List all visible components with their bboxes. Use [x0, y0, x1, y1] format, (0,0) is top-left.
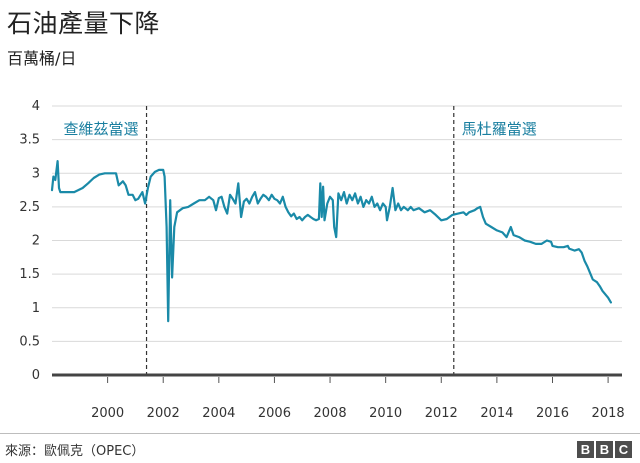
y-tick-label: 2: [32, 234, 40, 249]
footer-divider: [0, 433, 640, 434]
x-tick-label: 2012: [425, 406, 458, 421]
y-tick-label: 0: [32, 368, 40, 383]
x-tick-label: 2014: [480, 406, 513, 421]
y-tick-label: 2.5: [19, 200, 40, 215]
x-tick-label: 2010: [369, 406, 402, 421]
oil-production-chart: 00.511.522.533.54 2000 2002 2004 2006 2008 20…: [19, 99, 625, 421]
x-axis-ticks: 2000 2002 2004 2006 2008 2010 2012 2014 2016 2018: [91, 377, 625, 421]
series-layer: [50, 160, 612, 323]
y-tick-label: 1.5: [19, 267, 40, 282]
y-tick-label: 3.5: [19, 133, 40, 148]
y-tick-label: 1: [32, 301, 40, 316]
annotation-label: 查維茲當選: [64, 120, 139, 138]
x-tick-label: 2002: [147, 406, 180, 421]
x-tick-label: 2006: [258, 406, 291, 421]
chart-title: 石油產量下降: [7, 9, 161, 38]
y-tick-label: 3: [32, 166, 40, 181]
x-tick-label: 2004: [202, 406, 235, 421]
annotations: 查維茲當選 馬杜羅當選: [64, 106, 537, 375]
bbc-logo-letter: C: [615, 441, 632, 458]
annotation-label: 馬杜羅當選: [462, 120, 537, 138]
x-tick-label: 2018: [592, 406, 625, 421]
bbc-logo-letter: B: [577, 441, 594, 458]
series-line: [50, 160, 612, 323]
y-tick-label: 4: [32, 99, 40, 114]
y-axis-ticks: 0 0.5 1 1.5 2 2.5 3 3.5 4: [19, 99, 40, 383]
x-tick-label: 2000: [91, 406, 124, 421]
bbc-logo: B B C: [577, 441, 632, 458]
x-tick-label: 2016: [536, 406, 569, 421]
bbc-logo-letter: B: [596, 441, 613, 458]
y-tick-label: 0.5: [19, 334, 40, 349]
x-tick-label: 2008: [314, 406, 347, 421]
chart-subtitle: 百萬桶/日: [7, 49, 77, 68]
source-note: 來源：歐佩克（OPEC）: [5, 444, 145, 459]
